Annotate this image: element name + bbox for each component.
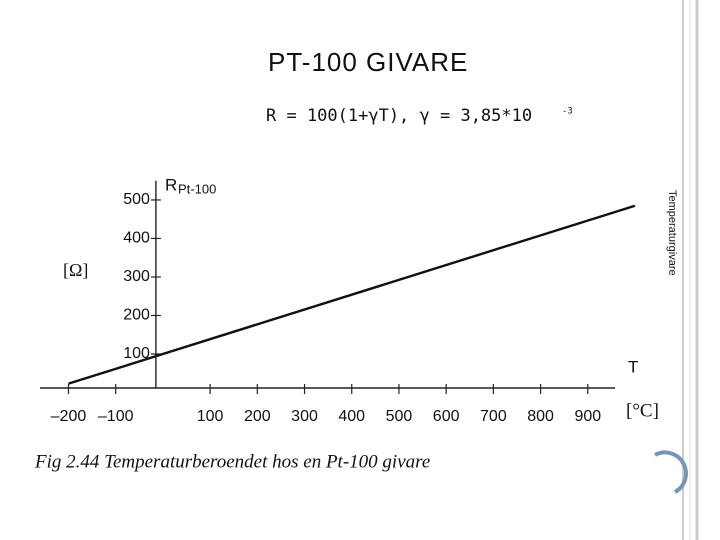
x-tick-label: 800 xyxy=(527,408,554,425)
caption: Fig 2.44 Temperaturberoendet hos en Pt-1… xyxy=(34,451,430,472)
decor-arc xyxy=(654,450,689,494)
y-tick-label: 500 xyxy=(123,191,150,208)
y-tick-label: 400 xyxy=(123,230,150,247)
data-line xyxy=(68,204,636,385)
x-tick-label: –100 xyxy=(98,408,134,425)
y-label-subscript: Pt-100 xyxy=(178,181,216,196)
slide-title: PT-100 GIVARE xyxy=(268,47,468,77)
x-unit: [°C] xyxy=(626,400,659,421)
y-label: R xyxy=(165,175,177,194)
x-tick-label: –200 xyxy=(51,408,87,425)
side-label: Temperaturgivare xyxy=(666,190,678,276)
y-unit: [Ω] xyxy=(63,260,88,280)
x-tick-label: 500 xyxy=(386,408,413,425)
x-tick-label: 200 xyxy=(244,408,271,425)
x-tick-label: 300 xyxy=(291,408,318,425)
x-tick-label: 700 xyxy=(480,408,507,425)
x-label: T xyxy=(628,357,638,376)
y-tick-label: 300 xyxy=(123,268,150,285)
formula: R = 100(1+γT), γ = 3,85*10 xyxy=(266,106,532,126)
x-tick-label: 900 xyxy=(574,408,601,425)
y-tick-label: 100 xyxy=(123,345,150,362)
x-tick-label: 400 xyxy=(338,408,365,425)
x-tick-label: 100 xyxy=(197,408,224,425)
formula-exponent: -3 xyxy=(562,107,573,117)
y-tick-label: 200 xyxy=(123,307,150,324)
x-tick-label: 600 xyxy=(433,408,460,425)
